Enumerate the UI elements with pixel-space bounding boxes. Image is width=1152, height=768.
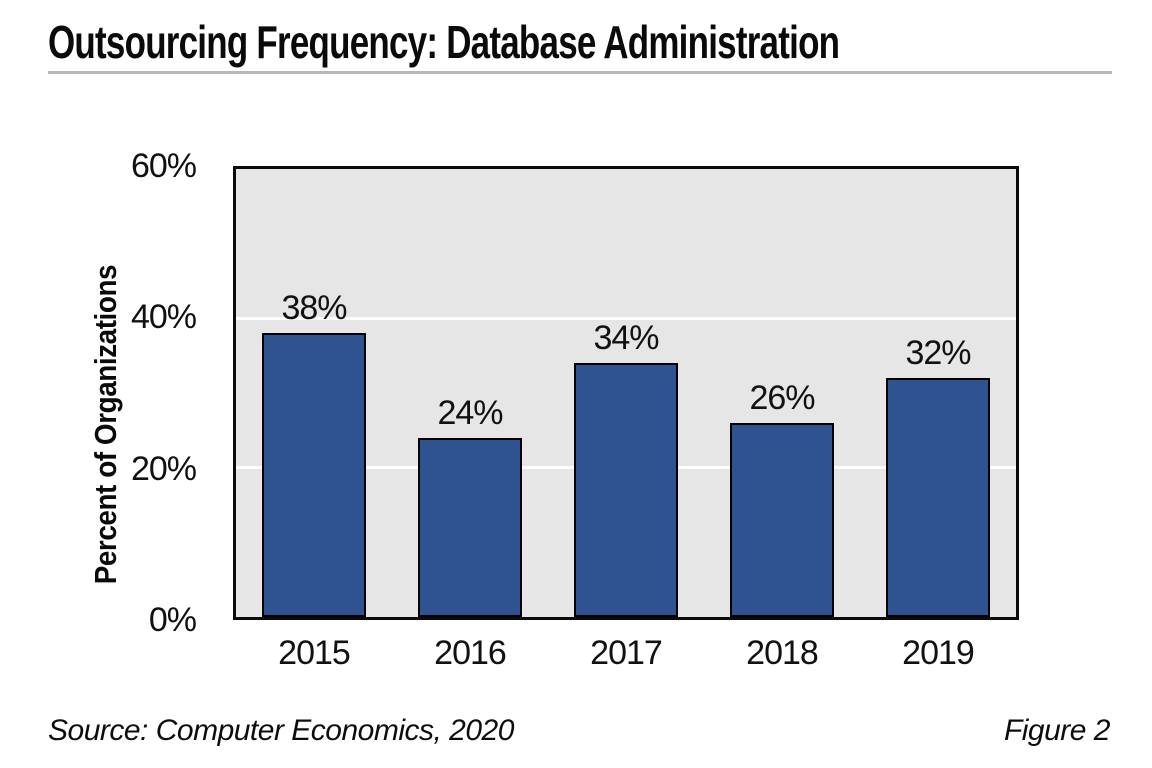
chart-title: Outsourcing Frequency: Database Administ…	[48, 16, 840, 68]
bar-2018	[730, 423, 834, 617]
value-label-2019: 32%	[905, 334, 971, 372]
value-label-2015: 38%	[281, 289, 347, 327]
bar-2015	[262, 333, 366, 617]
title-underline	[48, 71, 1112, 74]
y-tick-20%: 20%	[130, 450, 197, 488]
source-note: Source: Computer Economics, 2020	[48, 714, 514, 747]
bar-2016	[418, 438, 522, 617]
x-tick-2015: 2015	[278, 634, 351, 672]
value-label-2017: 34%	[593, 319, 659, 357]
x-tick-2018: 2018	[746, 634, 819, 672]
value-label-2018: 26%	[749, 379, 815, 417]
y-tick-40%: 40%	[130, 298, 197, 336]
figure-label: Figure 2	[1003, 714, 1111, 747]
y-tick-60%: 60%	[130, 147, 197, 185]
x-tick-2019: 2019	[902, 634, 975, 672]
bar-2017	[574, 363, 678, 617]
plot-area: 38% 24% 34% 26% 32%	[233, 166, 1019, 620]
y-tick-0%: 0%	[148, 601, 197, 639]
x-tick-2016: 2016	[434, 634, 507, 672]
gridline-40	[236, 316, 1016, 320]
bar-2019	[886, 378, 990, 617]
value-label-2016: 24%	[437, 394, 503, 432]
x-tick-2017: 2017	[590, 634, 663, 672]
